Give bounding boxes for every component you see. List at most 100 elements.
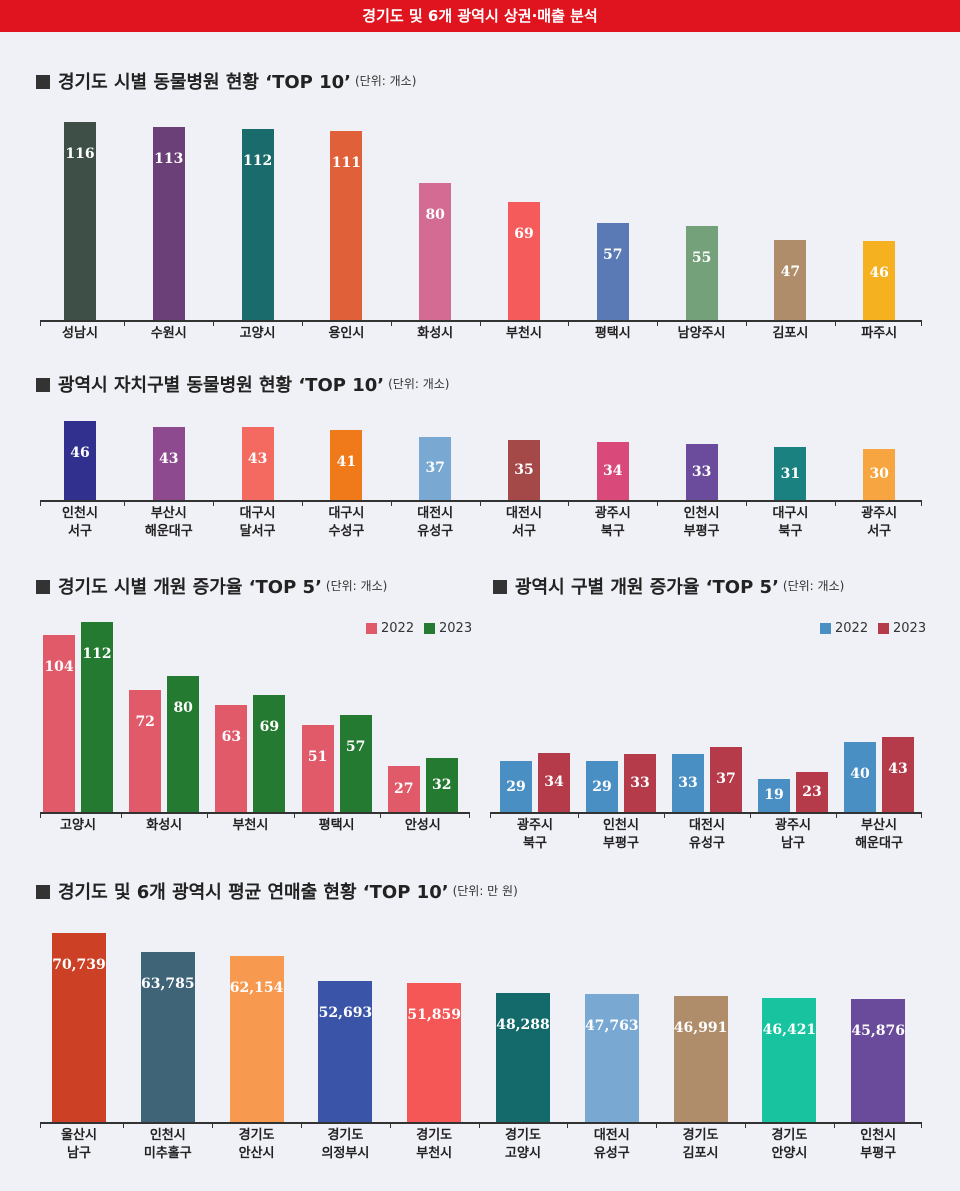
x-tick-label: 김포시 — [772, 326, 809, 341]
legend-label: 2022 — [835, 621, 869, 636]
value-label: 47 — [780, 263, 801, 280]
value-label: 69 — [259, 718, 280, 735]
x-tick-label: 경기도 부천시 — [416, 1128, 453, 1161]
value-label: 80 — [173, 700, 193, 716]
axis-tick — [121, 812, 123, 818]
x-tick-label: 대전시 서구 — [506, 506, 542, 539]
x-tick-label: 수원시 — [150, 326, 187, 341]
value-label: 47,763 — [585, 1018, 639, 1035]
bar — [774, 447, 807, 500]
axis-tick — [568, 500, 570, 506]
value-label: 51,859 — [407, 1007, 461, 1024]
value-label: 46,421 — [762, 1021, 817, 1038]
axis-tick — [834, 500, 836, 506]
value-label: 51 — [307, 749, 328, 766]
bar — [330, 130, 363, 320]
axis-tick — [302, 320, 303, 326]
bar — [330, 430, 363, 500]
bar — [500, 761, 532, 812]
bar — [685, 226, 718, 320]
axis-tick — [490, 812, 491, 818]
title-square — [36, 580, 50, 594]
bar — [844, 742, 876, 812]
value-label: 46 — [869, 265, 889, 282]
bar — [241, 426, 274, 500]
x-tick-label: 성남시 — [62, 326, 98, 341]
value-label: 57 — [603, 246, 623, 263]
axis-tick — [657, 320, 659, 326]
axis-tick — [40, 320, 41, 326]
bar — [425, 757, 458, 812]
bar — [215, 704, 248, 812]
x-tick-label: 울산시 남구 — [61, 1128, 97, 1161]
axis-tick — [389, 1122, 391, 1128]
value-label: 116 — [65, 145, 95, 162]
title-square — [493, 580, 507, 594]
bar — [419, 436, 452, 500]
bar — [508, 202, 540, 320]
value-label: 80 — [425, 207, 445, 224]
x-tick-label: 경기도 고양시 — [505, 1128, 541, 1161]
x-tick-label: 경기도 김포시 — [682, 1128, 719, 1161]
title-text: 경기도 및 6개 광역시 평균 연매출 현황 ‘TOP 10’ — [58, 882, 449, 903]
value-label: 63 — [221, 728, 242, 745]
x-tick-label: 인천시 서구 — [62, 506, 98, 539]
value-label: 111 — [331, 154, 361, 171]
legend-swatch — [878, 623, 889, 634]
x-tick-label: 광주시 남구 — [775, 818, 811, 851]
axis-tick — [656, 1122, 658, 1128]
value-label: 72 — [135, 713, 155, 730]
axis-tick — [124, 500, 126, 506]
axis-tick — [302, 500, 303, 506]
bar — [419, 183, 452, 320]
value-label: 113 — [154, 151, 184, 168]
axis-tick — [213, 500, 215, 506]
bar — [407, 983, 462, 1122]
bar — [863, 448, 896, 500]
x-tick-label: 부산시 해운대구 — [855, 818, 903, 851]
axis-tick — [836, 812, 837, 818]
axis-tick — [746, 320, 747, 326]
title-square — [36, 885, 50, 899]
value-label: 34 — [603, 462, 623, 479]
title-text: 경기도 시별 동물병원 현황 ‘TOP 10’ — [58, 72, 351, 93]
value-label: 46 — [70, 445, 90, 462]
axis-tick — [301, 1122, 302, 1128]
bar — [685, 443, 718, 500]
value-label: 55 — [691, 250, 712, 267]
x-tick-label: 경기도 안양시 — [771, 1128, 808, 1161]
bar — [596, 441, 629, 500]
bar — [538, 752, 570, 812]
value-label: 32 — [432, 776, 452, 793]
value-label: 23 — [802, 783, 822, 800]
x-tick-label: 대전시 유성구 — [689, 818, 725, 851]
x-tick-label: 평택시 — [318, 818, 355, 833]
bar — [508, 440, 540, 500]
axis-tick — [123, 1122, 125, 1128]
value-label: 27 — [394, 781, 414, 798]
bar — [229, 955, 284, 1122]
bar — [624, 754, 656, 812]
chart-title: 경기도 시별 개원 증가율 ‘TOP 5’ (단위: 개소) — [36, 575, 387, 599]
unit-note: (단위: 개소) — [355, 74, 417, 88]
bar — [796, 771, 828, 812]
bar — [339, 715, 372, 812]
legend-swatch — [424, 623, 435, 634]
axis-tick — [745, 1122, 746, 1128]
title-text: 광역시 구별 개원 증가율 ‘TOP 5’ — [515, 577, 779, 598]
bar — [81, 621, 113, 812]
x-tick-label: 광주시 북구 — [517, 818, 553, 851]
bar — [596, 222, 629, 320]
bar — [64, 421, 96, 500]
x-tick-label: 대전시 유성구 — [417, 506, 454, 539]
x-tick-label: 경기도 안산시 — [238, 1128, 275, 1161]
value-label: 52,693 — [318, 1005, 373, 1022]
legend-label: 2023 — [893, 621, 927, 636]
axis-tick — [921, 1122, 922, 1128]
axis-tick — [124, 320, 126, 326]
value-label: 40 — [850, 766, 870, 782]
value-label: 57 — [345, 739, 366, 756]
x-tick-label: 평택시 — [594, 326, 631, 341]
x-tick-label: 고양시 — [239, 326, 276, 341]
